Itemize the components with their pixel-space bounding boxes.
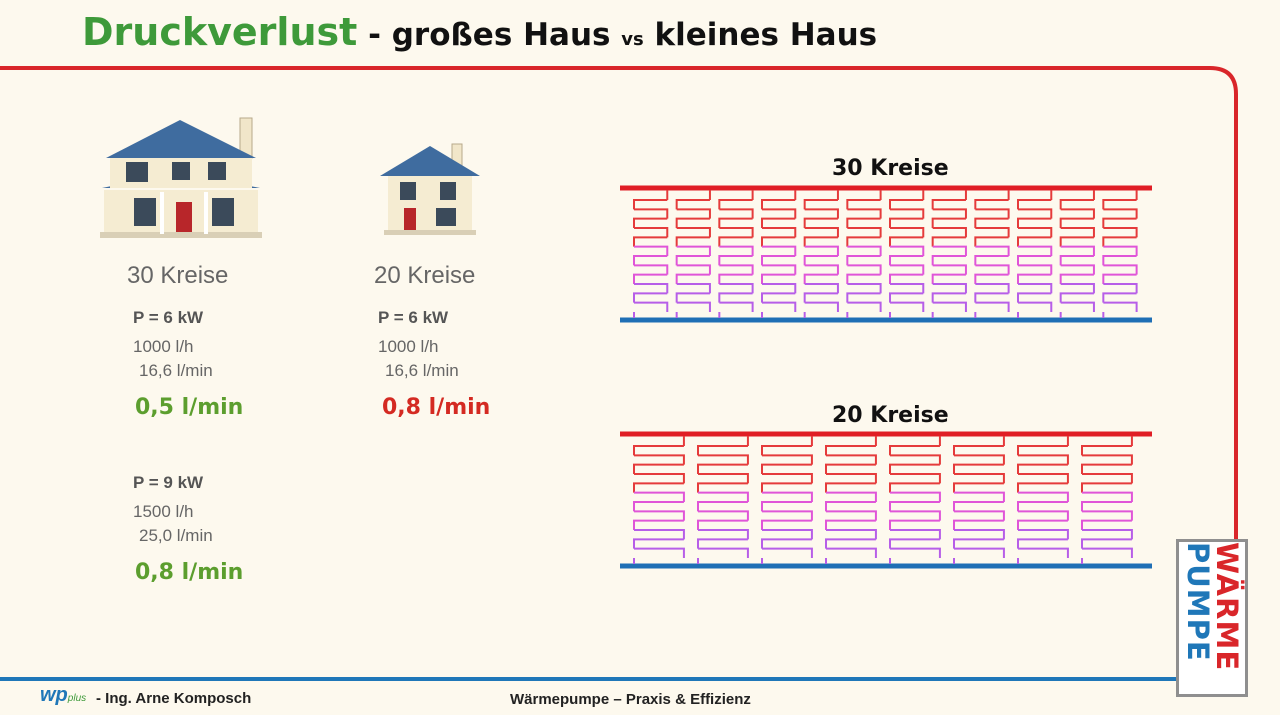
heating-circuit-1-1 (633, 190, 669, 318)
circuit-diagram-30 (620, 185, 1152, 323)
house1-s2-flow-min: 25,0 l/min (139, 526, 213, 545)
panel2-title: 20 Kreise (832, 403, 949, 428)
house2-s1-flow-min: 16,6 l/min (385, 361, 459, 380)
heating-circuit-1-2 (675, 190, 711, 318)
big-house-icon (100, 117, 262, 238)
footer-logo: wpplus (40, 684, 86, 707)
house2-s1-power: P = 6 kW (378, 308, 449, 327)
circuit-diagram-20 (620, 431, 1152, 569)
heating-circuit-1-4 (761, 190, 797, 318)
logo-line-waerme: WÄRME (1210, 542, 1244, 672)
house2-s1-flow-h: 1000 l/h (378, 337, 439, 356)
title-sep: - (357, 17, 392, 53)
house2-s1-result: 0,8 l/min (382, 395, 491, 420)
heating-circuit-1-11 (1059, 190, 1095, 318)
heating-circuit-1-7 (889, 190, 925, 318)
house1-s1-flow-min: 16,6 l/min (139, 361, 213, 380)
heating-circuit-1-10 (1017, 190, 1053, 318)
heating-circuit-1-8 (931, 190, 967, 318)
frame-top-line (0, 66, 1238, 560)
title-part2: kleines Haus (643, 17, 878, 53)
heating-circuit-2-7 (1017, 436, 1069, 564)
footer-logo-wp: wp (40, 684, 68, 706)
heating-circuit-1-9 (974, 190, 1010, 318)
waermepumpe-logo: WÄRME PUMPE (1176, 539, 1248, 697)
page-title: Druckverlust - großes Haus vs kleines Ha… (82, 10, 877, 54)
panel1-title: 30 Kreise (832, 156, 949, 181)
heating-circuit-1-12 (1102, 190, 1138, 318)
heating-circuit-2-6 (953, 436, 1005, 564)
house1-label: 30 Kreise (127, 262, 229, 289)
loops-30 (633, 190, 1138, 318)
small-house-icon (380, 143, 480, 235)
title-vs: vs (621, 29, 644, 50)
house1-s2-result: 0,8 l/min (135, 560, 244, 585)
loops-20 (633, 436, 1133, 564)
heating-circuit-1-5 (803, 190, 839, 318)
heating-circuit-1-3 (718, 190, 754, 318)
footer-subtitle: Wärmepumpe – Praxis & Effizienz (510, 691, 751, 708)
house1-s1-power: P = 6 kW (133, 308, 204, 327)
footer-logo-plus: plus (67, 693, 87, 704)
heating-circuit-1-6 (846, 190, 882, 318)
heating-circuit-2-3 (761, 436, 813, 564)
title-main: Druckverlust (82, 10, 358, 54)
heating-circuit-2-4 (825, 436, 877, 564)
house1-s1-result: 0,5 l/min (135, 395, 244, 420)
house1-s2-flow-h: 1500 l/h (133, 502, 194, 521)
house1-s1-flow-h: 1000 l/h (133, 337, 194, 356)
house2-label: 20 Kreise (374, 262, 476, 289)
footer-author: - Ing. Arne Komposch (96, 690, 252, 707)
logo-line-pumpe: PUMPE (1181, 542, 1215, 662)
heating-circuit-2-1 (633, 436, 685, 564)
heating-circuit-2-5 (889, 436, 941, 564)
heating-circuit-2-2 (697, 436, 749, 564)
title-part1: großes Haus (391, 17, 622, 53)
house1-s2-power: P = 9 kW (133, 473, 204, 492)
heating-circuit-2-8 (1081, 436, 1133, 564)
